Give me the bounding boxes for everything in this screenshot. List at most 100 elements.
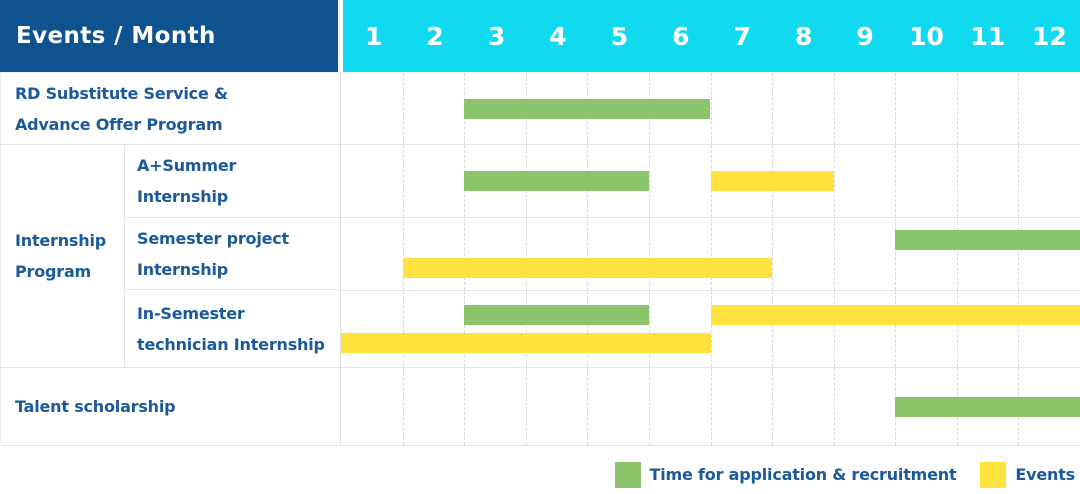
month-gridline: [833, 218, 835, 290]
timeline-row-semester-project-internship: [341, 218, 1080, 291]
month-gridline: [895, 218, 897, 290]
legend-item-application: Time for application & recruitment: [614, 461, 957, 488]
row-label-talent-scholarship: Talent scholarship: [1, 368, 340, 446]
bar-line: [341, 171, 1080, 191]
bar-application: [464, 171, 649, 191]
month-header-5: 5: [610, 21, 629, 51]
group-label-internship-program: Internship Program: [1, 145, 125, 367]
row-label-line: technician Internship: [137, 334, 325, 354]
row-label-line: Internship: [137, 259, 228, 279]
bar-events: [341, 333, 711, 353]
month-gridline: [648, 291, 650, 367]
month-gridline: [402, 218, 404, 290]
group-label-line: Program: [15, 262, 92, 281]
row-label-line: Advance Offer Program: [15, 114, 223, 134]
header-title-cell: Events / Month: [0, 0, 338, 72]
row-label-a-summer-internship: A+Summer Internship: [125, 145, 340, 218]
month-gridline: [833, 291, 835, 367]
bar-line: [341, 230, 1080, 250]
row-label-line: RD Substitute Service &: [15, 83, 228, 103]
month-header-9: 9: [856, 21, 874, 51]
month-header-2: 2: [426, 21, 444, 51]
timeline-row-rd-substitute-service: [341, 73, 1080, 145]
table-header: Events / Month 1 2 3 4 5 6 7 8 9 10 11 12: [0, 0, 1080, 72]
month-gridline: [525, 218, 527, 290]
month-gridline: [833, 368, 835, 445]
row-label-semester-project-internship: Semester project Internship: [125, 218, 340, 291]
legend: Time for application & recruitment Events: [0, 446, 1080, 494]
month-gridline: [1018, 291, 1020, 367]
month-gridline: [587, 218, 589, 290]
month-gridline: [587, 291, 589, 367]
month-gridline: [402, 368, 404, 445]
month-header-11: 11: [970, 21, 1006, 51]
month-gridline: [1018, 145, 1020, 217]
month-gridline: [464, 368, 466, 445]
month-gridline: [464, 291, 466, 367]
bar-application: [895, 230, 1080, 250]
table-body: RD Substitute Service & Advance Offer Pro…: [0, 72, 1080, 446]
row-label-line: Talent scholarship: [15, 397, 176, 416]
bar-events: [710, 305, 1080, 325]
legend-swatch-events: [980, 461, 1007, 488]
month-gridline: [525, 291, 527, 367]
month-gridline: [956, 291, 958, 367]
month-header-row: 1 2 3 4 5 6 7 8 9 10 11 12: [343, 0, 1080, 72]
legend-swatch-application: [614, 461, 641, 488]
month-gridline: [895, 145, 897, 217]
month-header-6: 6: [672, 21, 690, 51]
row-label-line: A+Summer: [137, 155, 237, 175]
month-gridline: [710, 368, 712, 445]
legend-label-application: Time for application & recruitment: [649, 465, 957, 484]
month-gridline: [402, 145, 404, 217]
month-gridline: [525, 368, 527, 445]
month-header-8: 8: [794, 21, 813, 51]
month-gridline: [402, 291, 404, 367]
timeline-row-a-summer-internship: [341, 145, 1080, 218]
month-gridline: [648, 145, 650, 217]
month-gridline: [772, 368, 774, 445]
timeline-row-talent-scholarship: [341, 368, 1080, 446]
bar-line: [341, 98, 1080, 119]
bar-application: [895, 396, 1080, 417]
bar-line: [341, 333, 1080, 353]
month-header-4: 4: [549, 21, 567, 51]
page-title: Events / Month: [16, 23, 216, 49]
month-gridline: [772, 291, 774, 367]
month-gridline: [710, 73, 712, 144]
month-gridline: [956, 73, 958, 144]
month-gridline: [648, 368, 650, 445]
month-gridline: [402, 73, 404, 144]
month-gridline: [710, 291, 712, 367]
month-gridline: [956, 218, 958, 290]
row-label-line: Internship: [137, 186, 228, 206]
bar-events: [402, 258, 773, 278]
group-label-line: Internship: [15, 231, 106, 250]
month-gridline: [464, 218, 466, 290]
month-gridline: [1018, 218, 1020, 290]
month-header-1: 1: [365, 21, 383, 51]
timeline-chart-area: [341, 73, 1080, 446]
bar-application: [464, 305, 649, 325]
header-divider: [338, 0, 343, 72]
timeline-row-in-semester-technician-internship: [341, 291, 1080, 368]
sub-label-column: A+Summer Internship Semester project Intern…: [125, 145, 340, 367]
row-label-line: Semester project: [137, 228, 289, 248]
bar-events: [710, 171, 834, 191]
month-gridline: [587, 368, 589, 445]
month-gridline: [648, 218, 650, 290]
legend-item-events: Events: [980, 461, 1075, 488]
row-label-line: In-Semester: [137, 303, 245, 323]
legend-label-events: Events: [1015, 465, 1075, 484]
month-header-7: 7: [733, 21, 751, 51]
month-header-10: 10: [909, 21, 944, 51]
bar-line: [341, 305, 1080, 325]
row-label-in-semester-technician-internship: In-Semester technician Internship: [125, 290, 340, 367]
month-gridline: [833, 145, 835, 217]
row-label-rd-substitute-service: RD Substitute Service & Advance Offer Pro…: [1, 73, 340, 145]
month-gridline: [956, 145, 958, 217]
bar-application: [464, 98, 711, 119]
month-gridline: [895, 291, 897, 367]
bar-line: [341, 396, 1080, 417]
